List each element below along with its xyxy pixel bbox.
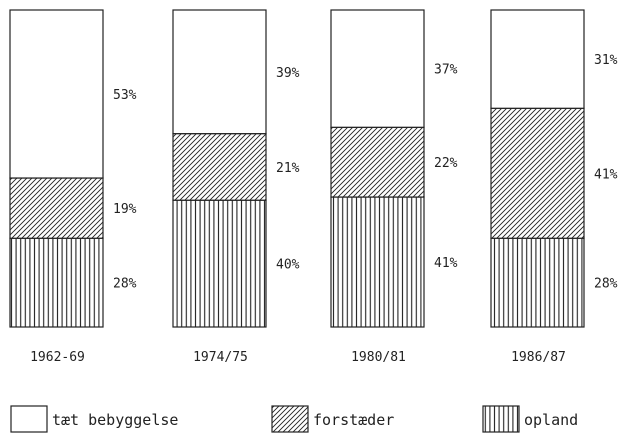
legend-swatch-forst-der: [271, 405, 309, 433]
value-label-t-t-bebyggelse-1980-81: 37%: [434, 63, 458, 78]
value-label-t-t-bebyggelse-1974-75: 39%: [276, 66, 300, 81]
category-label-1962-69: 1962-69: [30, 350, 85, 365]
legend: tæt bebyggelse forstæder opland: [10, 405, 578, 433]
value-label-opland-1980-81: 41%: [434, 256, 458, 271]
bar-segment-forst-der-1986-87: [490, 107, 585, 239]
legend-label-forst-der: forstæder: [313, 411, 394, 429]
bar-segment-t-t-bebyggelse-1986-87: [490, 9, 585, 109]
bar-segment-opland-1980-81: [330, 196, 425, 328]
legend-label-t-t-bebyggelse: tæt bebyggelse: [52, 411, 178, 429]
legend-swatch-t-t-bebyggelse: [10, 405, 48, 433]
legend-swatch-opland: [482, 405, 520, 433]
value-label-opland-1962-69: 28%: [113, 277, 137, 292]
value-label-t-t-bebyggelse-1986-87: 31%: [594, 53, 618, 68]
bar-segment-opland-1986-87: [490, 237, 585, 328]
bar-segment-t-t-bebyggelse-1974-75: [172, 9, 267, 135]
category-label-1980-81: 1980/81: [351, 350, 406, 365]
legend-label-opland: opland: [524, 411, 578, 429]
bar-segment-forst-der-1962-69: [9, 177, 104, 239]
category-label-1974-75: 1974/75: [193, 350, 248, 365]
value-label-t-t-bebyggelse-1962-69: 53%: [113, 88, 137, 103]
bar-segment-opland-1962-69: [9, 237, 104, 328]
bar-segment-forst-der-1980-81: [330, 126, 425, 198]
category-labels-layer: 1962-69 1974/75 1980/81 1986/87: [30, 350, 566, 365]
bar-segment-opland-1974-75: [172, 199, 267, 328]
value-label-forst-der-1980-81: 22%: [434, 156, 458, 171]
value-label-opland-1974-75: 40%: [276, 258, 300, 273]
bar-segment-t-t-bebyggelse-1980-81: [330, 9, 425, 128]
bars-layer: [9, 9, 585, 328]
value-labels-layer: 28% 19% 53% 40% 21% 39% 41% 22% 37% 28% 41% 31%: [113, 53, 618, 291]
value-label-forst-der-1974-75: 21%: [276, 161, 300, 176]
value-label-forst-der-1962-69: 19%: [113, 202, 137, 217]
category-label-1986-87: 1986/87: [511, 350, 566, 365]
bar-segment-t-t-bebyggelse-1962-69: [9, 9, 104, 179]
bar-segment-forst-der-1974-75: [172, 133, 267, 201]
value-label-opland-1986-87: 28%: [594, 277, 618, 292]
value-label-forst-der-1986-87: 41%: [594, 167, 618, 182]
